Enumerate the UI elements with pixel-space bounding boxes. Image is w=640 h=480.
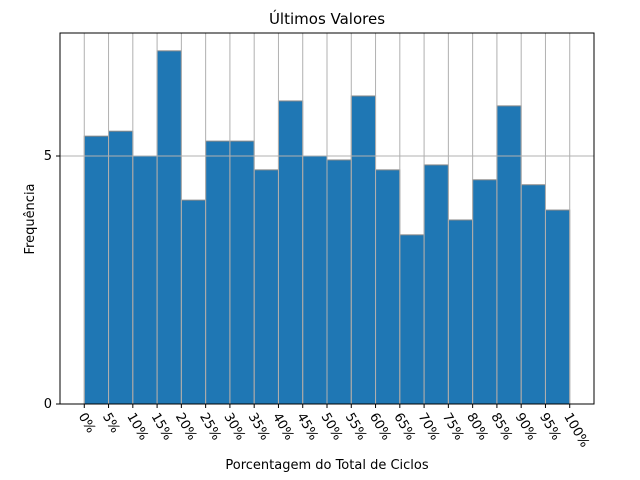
x-tick-label: 85% xyxy=(487,411,514,444)
bar xyxy=(375,169,401,405)
x-tick-label: 65% xyxy=(390,411,417,444)
bar xyxy=(326,159,352,405)
bar xyxy=(277,100,304,405)
bar xyxy=(302,155,328,405)
x-tick-label: 75% xyxy=(439,411,466,444)
x-tick-label: 0% xyxy=(75,411,98,436)
bar xyxy=(472,179,498,405)
bar xyxy=(205,140,231,405)
bar xyxy=(399,234,425,405)
x-tick-label: 100% xyxy=(560,411,592,451)
bar xyxy=(350,95,377,405)
bar xyxy=(83,135,110,405)
x-tick-label: 5% xyxy=(99,411,122,436)
x-tick-label: 90% xyxy=(512,411,539,444)
x-tick-label: 25% xyxy=(196,411,223,444)
bar xyxy=(180,199,207,405)
y-axis-label: Frequência xyxy=(23,183,38,254)
x-tick-label: 60% xyxy=(366,411,393,444)
bar xyxy=(229,140,255,405)
y-tick-label: 0 xyxy=(44,397,52,412)
x-tick-label: 45% xyxy=(293,411,320,444)
plot-frame xyxy=(59,32,595,405)
x-tick-label: 15% xyxy=(148,411,175,444)
bar xyxy=(156,50,182,405)
x-tick-label: 30% xyxy=(220,411,247,444)
bar xyxy=(447,219,474,405)
bar xyxy=(108,130,134,405)
bar xyxy=(423,164,449,405)
x-tick-label: 40% xyxy=(269,411,296,444)
x-axis-label: Porcentagem do Total de Ciclos xyxy=(225,458,428,473)
bar xyxy=(520,184,546,405)
bar xyxy=(132,155,158,405)
bar xyxy=(496,105,522,405)
x-tick-label: 50% xyxy=(318,411,345,444)
bar xyxy=(544,209,571,405)
x-tick-label: 35% xyxy=(245,411,272,444)
chart-title: Últimos Valores xyxy=(269,9,385,28)
x-tick-label: 70% xyxy=(415,411,442,444)
x-tick-label: 80% xyxy=(463,411,490,444)
x-tick-label: 20% xyxy=(172,411,199,444)
x-tick-label: 10% xyxy=(123,411,150,444)
x-tick-label: 55% xyxy=(342,411,369,444)
x-tick-label: 95% xyxy=(536,411,563,444)
y-tick-label: 5 xyxy=(44,149,52,164)
bar xyxy=(253,169,279,405)
